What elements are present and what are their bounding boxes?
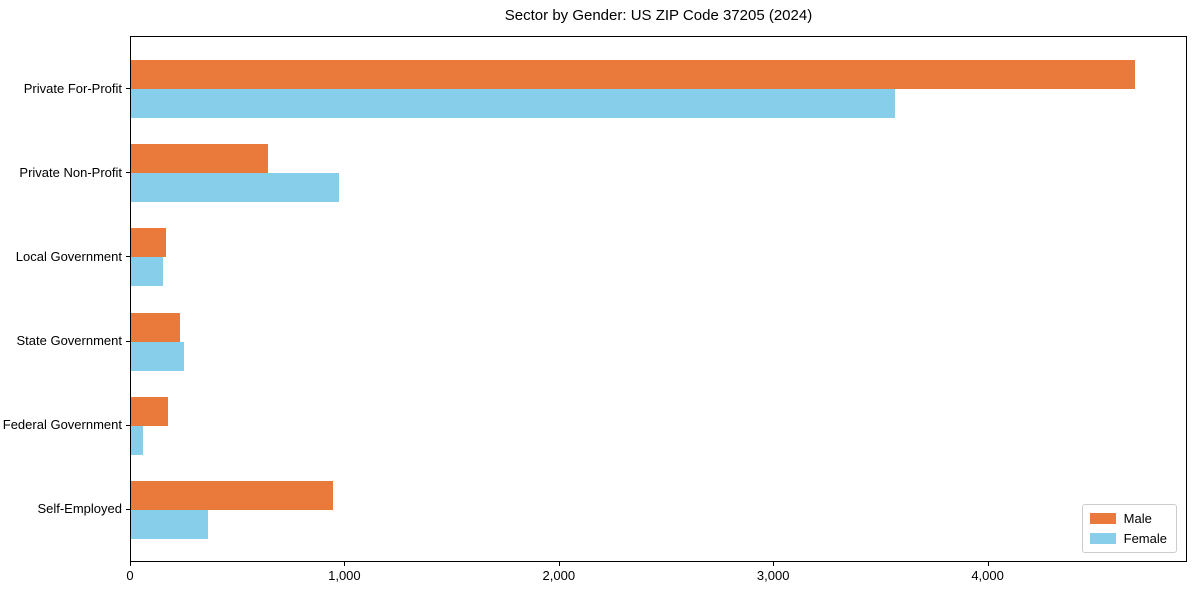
y-tick bbox=[126, 88, 130, 90]
x-tick bbox=[130, 562, 131, 566]
x-tick bbox=[773, 562, 775, 566]
legend-label-male: Male bbox=[1123, 511, 1152, 526]
x-tick bbox=[344, 562, 346, 566]
y-category-label: Private Non-Profit bbox=[19, 164, 122, 180]
bar-female-federal-government bbox=[131, 425, 143, 455]
y-tick bbox=[126, 256, 130, 258]
y-tick bbox=[126, 424, 130, 426]
legend-entry-male: Male bbox=[1089, 511, 1167, 526]
y-category-label: Local Government bbox=[15, 248, 122, 264]
bar-female-state-government bbox=[131, 341, 185, 371]
bar-male-self-employed bbox=[131, 480, 334, 510]
y-category-label: Federal Government bbox=[2, 417, 122, 433]
y-tick bbox=[126, 172, 130, 174]
bar-female-self-employed bbox=[131, 509, 209, 539]
x-tick-label: 1,000 bbox=[328, 568, 361, 583]
chart-title: Sector by Gender: US ZIP Code 37205 (202… bbox=[504, 7, 813, 24]
legend-label-female: Female bbox=[1123, 531, 1167, 546]
x-tick-label: 3,000 bbox=[756, 568, 790, 583]
male-swatch-icon bbox=[1089, 513, 1116, 524]
x-tick bbox=[987, 562, 989, 566]
bar-female-local-government bbox=[131, 257, 164, 287]
female-swatch-icon bbox=[1089, 533, 1116, 544]
plot-area: Male Female bbox=[130, 36, 1187, 562]
bar-male-federal-government bbox=[131, 396, 169, 426]
y-tick bbox=[126, 508, 130, 510]
bar-male-local-government bbox=[131, 228, 167, 258]
y-category-label: Private For-Profit bbox=[23, 80, 122, 96]
bar-male-private-for-profit bbox=[131, 60, 1135, 90]
x-tick-label: 4,000 bbox=[971, 568, 1004, 583]
bar-male-private-non-profit bbox=[131, 144, 268, 174]
legend: Male Female bbox=[1081, 504, 1177, 553]
legend-entry-female: Female bbox=[1089, 531, 1167, 546]
y-tick bbox=[126, 340, 130, 342]
y-category-label: State Government bbox=[16, 333, 123, 349]
bar-female-private-for-profit bbox=[131, 89, 895, 119]
bar-male-state-government bbox=[131, 312, 181, 342]
x-tick bbox=[558, 562, 560, 566]
x-tick-label: 0 bbox=[126, 568, 134, 583]
bar-female-private-non-profit bbox=[131, 173, 339, 203]
x-tick-label: 2,000 bbox=[542, 568, 576, 583]
y-category-label: Self-Employed bbox=[37, 501, 122, 517]
